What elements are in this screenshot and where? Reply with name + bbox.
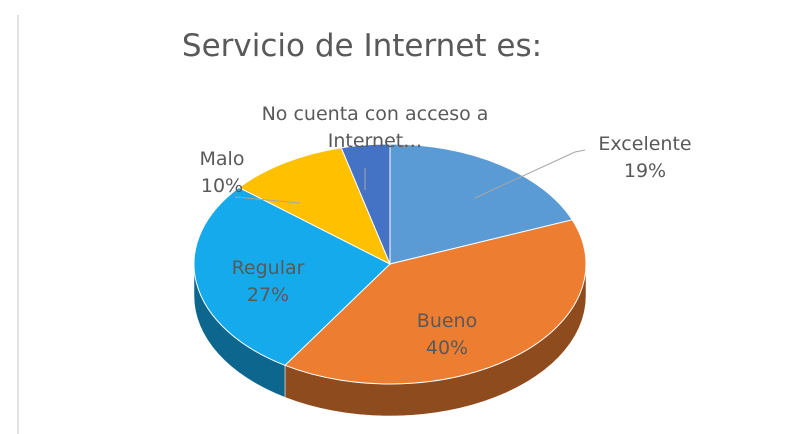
value-label: 40% [425, 337, 469, 359]
value-label: 19% [623, 160, 667, 182]
pie-slice [389, 143, 574, 265]
value-label: 10% [200, 175, 244, 197]
category-label: Excelente [598, 133, 692, 155]
chart-title: Servicio de Internet es: [181, 28, 543, 64]
pie-slice [340, 143, 391, 265]
category-label: No cuenta con acceso a Internet… [261, 103, 489, 152]
category-label: Regular [231, 257, 305, 279]
category-label: Malo [199, 148, 245, 170]
category-label: Bueno [416, 310, 478, 332]
value-label: 27% [246, 284, 290, 306]
pie-slice [284, 219, 587, 385]
leader-line [474, 149, 586, 199]
pie-slice [193, 186, 391, 366]
pie-slice [238, 147, 391, 266]
leader-line [234, 196, 301, 204]
